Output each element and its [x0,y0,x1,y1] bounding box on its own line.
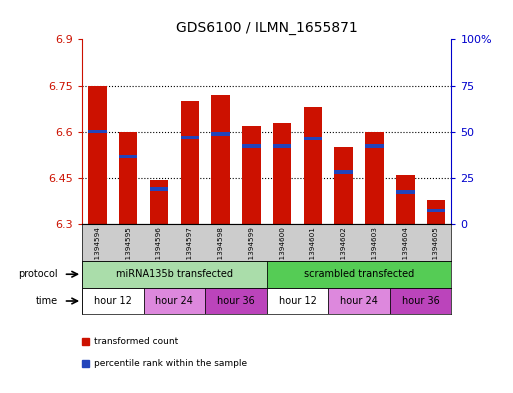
Bar [211,132,230,136]
Bar [242,144,261,147]
Text: scrambled transfected: scrambled transfected [304,269,414,279]
Text: miRNA135b transfected: miRNA135b transfected [116,269,233,279]
Bar [181,101,199,224]
Bar [144,288,205,314]
Bar [328,288,390,314]
Text: hour 24: hour 24 [340,296,378,306]
Bar [365,144,384,147]
Text: hour 12: hour 12 [279,296,317,306]
Bar [427,209,445,212]
Text: GSM1394605: GSM1394605 [433,226,439,275]
Bar [267,261,451,288]
Text: time: time [35,296,57,306]
Bar [396,175,415,224]
Bar [267,288,328,314]
Bar [82,261,267,288]
Bar [390,288,451,314]
Text: GSM1394600: GSM1394600 [279,226,285,275]
Bar [273,144,291,147]
Text: GSM1394601: GSM1394601 [310,226,316,275]
Bar [181,136,199,139]
Text: GSM1394604: GSM1394604 [402,226,408,275]
Text: GSM1394602: GSM1394602 [341,226,347,275]
Bar [334,147,353,224]
Bar [427,200,445,224]
Text: GSM1394598: GSM1394598 [218,226,224,275]
Bar [304,107,322,224]
Bar [396,190,415,194]
Text: GSM1394599: GSM1394599 [248,226,254,275]
Title: GDS6100 / ILMN_1655871: GDS6100 / ILMN_1655871 [176,22,358,35]
Bar [88,86,107,224]
Bar [273,123,291,224]
Text: GSM1394596: GSM1394596 [156,226,162,275]
Text: hour 36: hour 36 [402,296,440,306]
Bar [119,154,137,158]
Text: GSM1394595: GSM1394595 [125,226,131,275]
Bar [211,95,230,224]
Text: GSM1394603: GSM1394603 [371,226,378,275]
Text: GSM1394594: GSM1394594 [94,226,101,275]
Text: hour 24: hour 24 [155,296,193,306]
Bar [150,180,168,224]
Text: hour 36: hour 36 [217,296,255,306]
Bar [304,137,322,140]
Bar [365,132,384,224]
Text: hour 12: hour 12 [94,296,132,306]
Text: transformed count: transformed count [94,338,178,346]
Bar [119,132,137,224]
Bar [150,187,168,191]
Text: percentile rank within the sample: percentile rank within the sample [94,359,247,368]
Bar [88,130,107,133]
Text: GSM1394597: GSM1394597 [187,226,193,275]
Bar [82,288,144,314]
Bar [242,126,261,224]
Bar [205,288,267,314]
Text: protocol: protocol [18,269,57,279]
Bar [334,170,353,174]
